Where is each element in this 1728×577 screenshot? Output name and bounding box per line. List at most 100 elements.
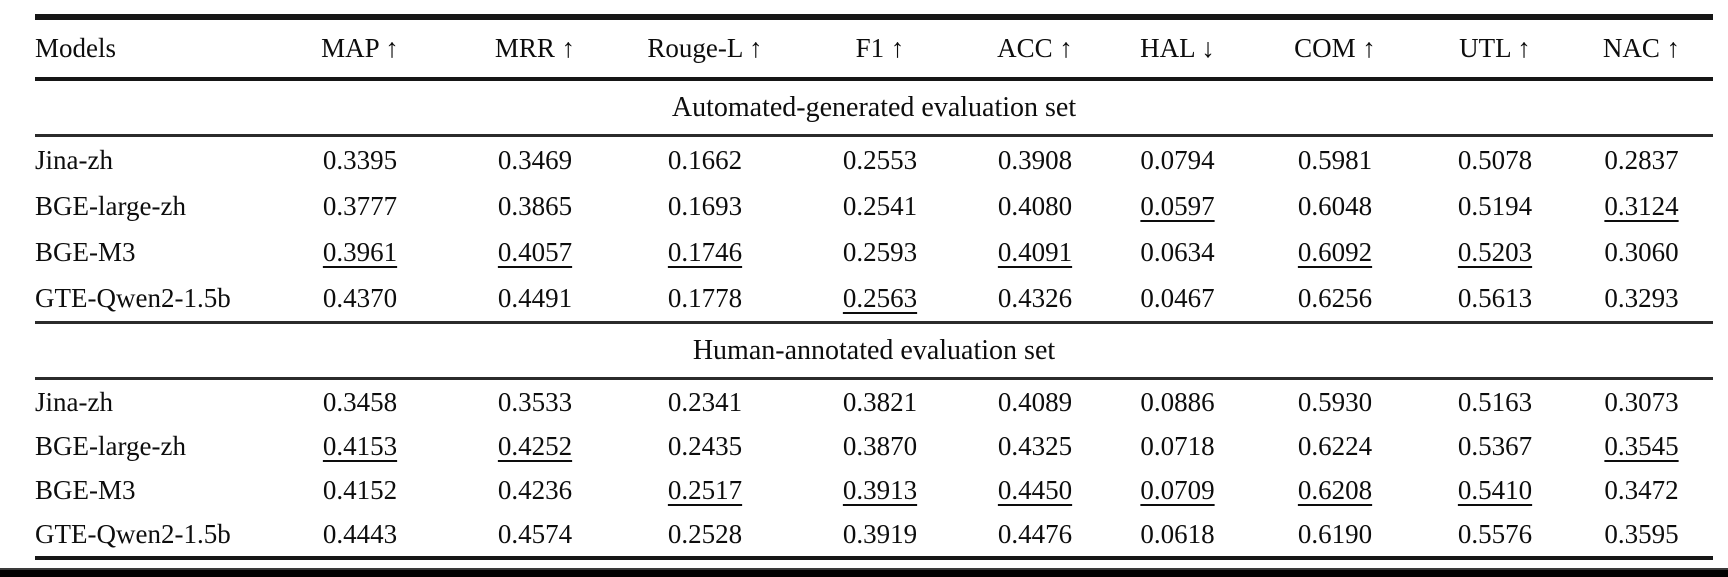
metric-value: 0.3595: [1570, 512, 1713, 560]
metric-value: 0.5981: [1297, 144, 1373, 175]
metric-value: 0.3821: [842, 386, 918, 417]
metric-value: 0.4450: [997, 474, 1073, 505]
table-row: GTE-Qwen2-1.5b 0.4443 0.4574 0.2528 0.3919 0.…: [35, 512, 1713, 560]
metric-value: 0.3469: [497, 144, 573, 175]
model-name: BGE-large-zh: [35, 190, 186, 221]
metric-value: 0.4080: [997, 190, 1073, 221]
metric-value: 0.2593: [842, 236, 918, 267]
metric-value: 0.3458: [322, 386, 398, 417]
metric-value: 0.2517: [667, 474, 743, 505]
metric-value: 0.2563: [795, 275, 965, 324]
metric-value: 0.5410: [1457, 474, 1533, 505]
metric-value: 0.3395: [322, 144, 398, 175]
model-name: GTE-Qwen2-1.5b: [35, 275, 265, 324]
metric-value: 0.4152: [322, 474, 398, 505]
metric-value: 0.4057: [497, 236, 573, 267]
metric-value: 0.3913: [842, 474, 918, 505]
evaluation-results-table: Models MAP ↑ MRR ↑ Rouge-L ↑ F1 ↑ ACC ↑ HAL ↓ C…: [35, 14, 1713, 560]
page-bottom-edge-bar: [0, 568, 1728, 577]
column-header-metric: ACC ↑: [965, 17, 1105, 81]
metric-value: 0.3533: [497, 386, 573, 417]
model-name: Jina-zh: [35, 144, 113, 175]
metric-value: 0.3545: [1604, 430, 1679, 461]
metric-value: 0.3908: [997, 144, 1073, 175]
metric-value: 0.3472: [1604, 474, 1679, 505]
metric-value: 0.6224: [1297, 430, 1373, 461]
metric-value: 0.4443: [265, 512, 455, 560]
metric-value: 0.5203: [1457, 236, 1533, 267]
metric-value: 0.4325: [997, 430, 1073, 461]
column-header-metric: NAC ↑: [1570, 17, 1713, 81]
section-automated-generated: Automated-generated evaluation set Jina-…: [35, 79, 1713, 324]
metric-value: 0.6092: [1297, 236, 1373, 267]
section-title-row: Automated-generated evaluation set: [35, 79, 1713, 137]
table-row: BGE-M3 0.4152 0.4236 0.2517 0.3913 0.4450 0.07…: [35, 468, 1713, 512]
metric-value: 0.0794: [1140, 144, 1215, 175]
metric-value: 0.6256: [1250, 275, 1420, 324]
metric-value: 0.6048: [1297, 190, 1373, 221]
column-header-metric: MAP ↑: [265, 17, 455, 81]
column-header-metric: Rouge-L ↑: [615, 17, 795, 81]
metric-value: 0.4574: [455, 512, 615, 560]
metric-value: 0.5078: [1457, 144, 1533, 175]
metric-value: 0.5930: [1297, 386, 1373, 417]
metric-value: 0.3060: [1604, 236, 1679, 267]
metric-value: 0.3865: [497, 190, 573, 221]
metric-value: 0.2341: [667, 386, 743, 417]
metric-value: 0.4252: [497, 430, 573, 461]
metric-value: 0.3073: [1604, 386, 1679, 417]
metric-value: 0.4370: [265, 275, 455, 324]
metric-value: 0.6208: [1297, 474, 1373, 505]
metric-value: 0.1693: [667, 190, 743, 221]
metric-value: 0.0467: [1105, 275, 1250, 324]
metric-value: 0.4091: [997, 236, 1073, 267]
column-header-metric: UTL ↑: [1420, 17, 1570, 81]
column-header-models: Models: [35, 17, 265, 81]
metric-value: 0.3919: [795, 512, 965, 560]
metric-value: 0.2553: [842, 144, 918, 175]
table-row: GTE-Qwen2-1.5b 0.4370 0.4491 0.1778 0.2563 0.…: [35, 275, 1713, 324]
metric-value: 0.1662: [667, 144, 743, 175]
metric-value: 0.0718: [1140, 430, 1215, 461]
model-name: GTE-Qwen2-1.5b: [35, 512, 265, 560]
table-row: Jina-zh 0.3395 0.3469 0.1662 0.2553 0.3908 0.0…: [35, 136, 1713, 184]
metric-value: 0.0634: [1140, 236, 1215, 267]
metric-value: 0.4326: [965, 275, 1105, 324]
metric-value: 0.4089: [997, 386, 1073, 417]
metric-value: 0.2528: [615, 512, 795, 560]
metric-value: 0.3870: [842, 430, 918, 461]
metric-value: 0.0597: [1140, 190, 1215, 221]
metric-value: 0.4476: [965, 512, 1105, 560]
metric-value: 0.5613: [1420, 275, 1570, 324]
metric-value: 0.5367: [1457, 430, 1533, 461]
metric-value: 0.1778: [615, 275, 795, 324]
metric-value: 0.4491: [455, 275, 615, 324]
metric-value: 0.4153: [322, 430, 398, 461]
column-header-metric: COM ↑: [1250, 17, 1420, 81]
table-header-row: Models MAP ↑ MRR ↑ Rouge-L ↑ F1 ↑ ACC ↑ HAL ↓ C…: [35, 17, 1713, 81]
column-header-metric: HAL ↓: [1105, 17, 1250, 81]
metric-value: 0.1746: [667, 236, 743, 267]
metric-value: 0.3961: [322, 236, 398, 267]
model-name: Jina-zh: [35, 386, 113, 417]
metric-value: 0.5194: [1457, 190, 1533, 221]
column-header-metric: MRR ↑: [455, 17, 615, 81]
metric-value: 0.0886: [1140, 386, 1215, 417]
column-header-metric: F1 ↑: [795, 17, 965, 81]
model-name: BGE-M3: [35, 236, 136, 267]
table-row: Jina-zh 0.3458 0.3533 0.2341 0.3821 0.4089 0.0…: [35, 379, 1713, 425]
model-name: BGE-M3: [35, 474, 136, 505]
metric-value: 0.5163: [1457, 386, 1533, 417]
model-name: BGE-large-zh: [35, 430, 186, 461]
metric-value: 0.0709: [1140, 474, 1215, 505]
metric-value: 0.3777: [322, 190, 398, 221]
metric-value: 0.2435: [667, 430, 743, 461]
metric-value: 0.2837: [1604, 144, 1679, 175]
metric-value: 0.5576: [1420, 512, 1570, 560]
section-human-annotated: Human-annotated evaluation set Jina-zh 0.…: [35, 322, 1713, 560]
metric-value: 0.3124: [1604, 190, 1679, 221]
table-row: BGE-M3 0.3961 0.4057 0.1746 0.2593 0.4091 0.06…: [35, 229, 1713, 275]
section-title-row: Human-annotated evaluation set: [35, 322, 1713, 380]
section-title: Automated-generated evaluation set: [35, 79, 1713, 137]
